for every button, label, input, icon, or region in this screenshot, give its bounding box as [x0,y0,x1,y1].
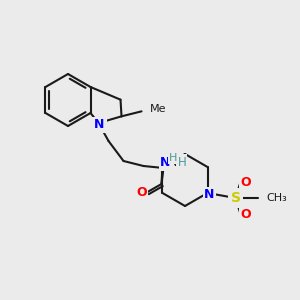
Text: H: H [178,155,186,169]
Text: O: O [136,185,147,199]
Text: CH₃: CH₃ [266,193,287,203]
Text: N: N [204,188,215,202]
Text: N: N [94,118,105,131]
Text: S: S [230,191,241,205]
Text: N: N [160,157,171,169]
Text: NH: NH [169,155,186,169]
Text: O: O [240,176,251,188]
Text: O: O [240,208,251,220]
Text: Me: Me [149,104,166,114]
Text: H: H [169,153,178,163]
